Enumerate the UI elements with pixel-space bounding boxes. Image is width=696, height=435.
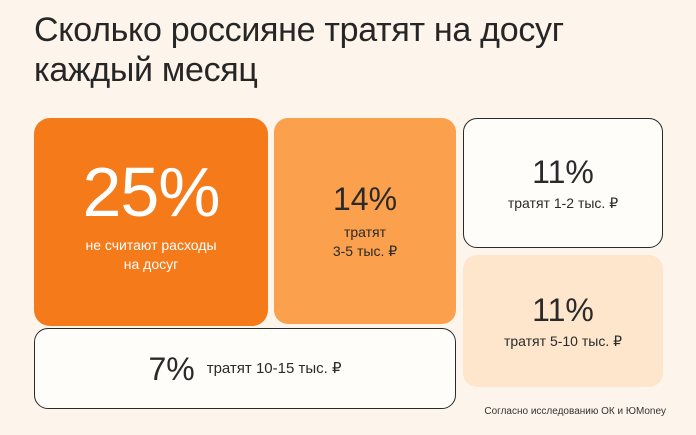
- tile-25-percent: 25% не считают расходы на досуг: [34, 118, 268, 326]
- label-11-a: тратят 1-2 тыс. ₽: [507, 194, 619, 211]
- tile-14-percent: 14% тратят 3-5 тыс. ₽: [274, 118, 456, 324]
- chart-title: Сколько россияне тратят на досуг каждый …: [34, 11, 564, 89]
- tile-11-percent-5-10: 11% тратят 5-10 тыс. ₽: [463, 255, 663, 387]
- value-25: 25%: [82, 153, 220, 231]
- value-7: 7%: [148, 350, 195, 387]
- tile-7-percent: 7% тратят 10-15 тыс. ₽: [34, 328, 456, 409]
- label-7: тратят 10-15 тыс. ₽: [206, 360, 342, 377]
- value-11-a: 11%: [532, 153, 594, 190]
- tile-11-percent-1-2: 11% тратят 1-2 тыс. ₽: [463, 118, 663, 248]
- source-footnote: Согласно исследованию ОК и ЮMoney: [484, 406, 666, 417]
- label-14-line2: 3-5 тыс. ₽: [332, 243, 398, 259]
- label-25-line2: на досуг: [123, 256, 179, 272]
- value-11-b: 11%: [532, 291, 594, 328]
- label-14-line1: тратят: [343, 224, 387, 240]
- label-25-line1: не считают расходы: [85, 237, 217, 253]
- value-14: 14%: [332, 181, 398, 217]
- label-11-b: тратят 5-10 тыс. ₽: [503, 332, 623, 349]
